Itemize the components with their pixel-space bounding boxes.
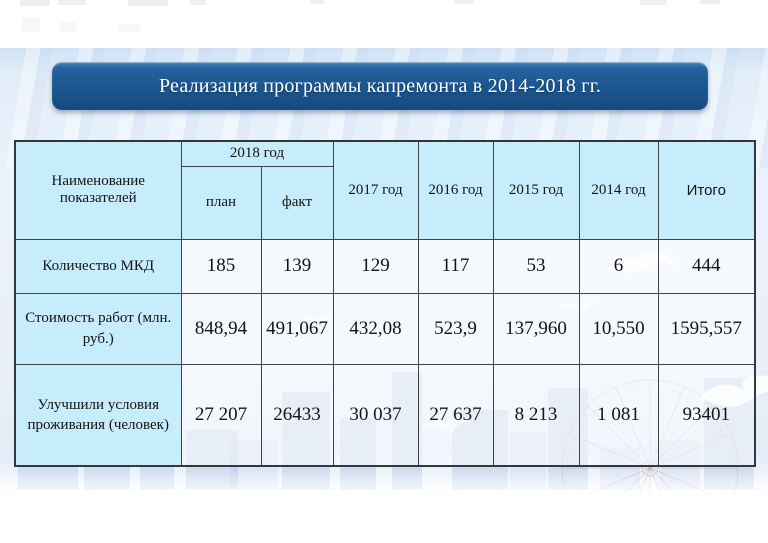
background-bottom-fade — [0, 470, 768, 543]
table-row: Количество МКД 185 139 129 117 53 6 444 — [14, 238, 756, 294]
table-row: Стоимость работ (млн. руб.) 848,94 491,0… — [14, 292, 756, 365]
cell-value: 6 — [578, 238, 659, 294]
header-2017: 2017 год — [332, 140, 419, 240]
cell-value: 432,08 — [332, 292, 419, 365]
cell-value: 10,550 — [578, 292, 659, 365]
cell-value: 523,9 — [417, 292, 494, 365]
cell-value: 27 207 — [180, 363, 262, 467]
cell-value: 139 — [260, 238, 334, 294]
cell-value: 27 637 — [417, 363, 494, 467]
table-row: Улучшили условия проживания (человек) 27… — [14, 363, 756, 467]
cell-value: 848,94 — [180, 292, 262, 365]
cell-value: 491,067 — [260, 292, 334, 365]
header-plan: план — [180, 165, 262, 240]
header-2014: 2014 год — [578, 140, 659, 240]
cell-value: 1595,557 — [657, 292, 756, 365]
header-2015: 2015 год — [492, 140, 580, 240]
cell-value: 30 037 — [332, 363, 419, 467]
cell-value: 185 — [180, 238, 262, 294]
cell-value: 444 — [657, 238, 756, 294]
cell-value: 53 — [492, 238, 580, 294]
capremont-table: Наименование показателей 2018 год 2017 г… — [14, 140, 757, 467]
header-2018: 2018 год — [180, 140, 334, 167]
title-banner: Реализация программы капремонта в 2014-2… — [52, 62, 708, 110]
header-name: Наименование показателей — [14, 140, 182, 240]
cell-value: 129 — [332, 238, 419, 294]
header-2016: 2016 год — [417, 140, 494, 240]
cell-value: 117 — [417, 238, 494, 294]
cell-value: 8 213 — [492, 363, 580, 467]
cell-value: 1 081 — [578, 363, 659, 467]
slide-title: Реализация программы капремонта в 2014-2… — [158, 74, 602, 97]
row-label-mkd-count: Количество МКД — [14, 238, 182, 294]
header-total: Итого — [657, 140, 756, 240]
cell-value: 137,960 — [492, 292, 580, 365]
row-label-work-cost: Стоимость работ (млн. руб.) — [14, 292, 182, 365]
header-fact: факт — [260, 165, 334, 240]
cell-value: 26433 — [260, 363, 334, 467]
row-label-improved-living: Улучшили условия проживания (человек) — [14, 363, 182, 467]
cell-value: 93401 — [657, 363, 756, 467]
